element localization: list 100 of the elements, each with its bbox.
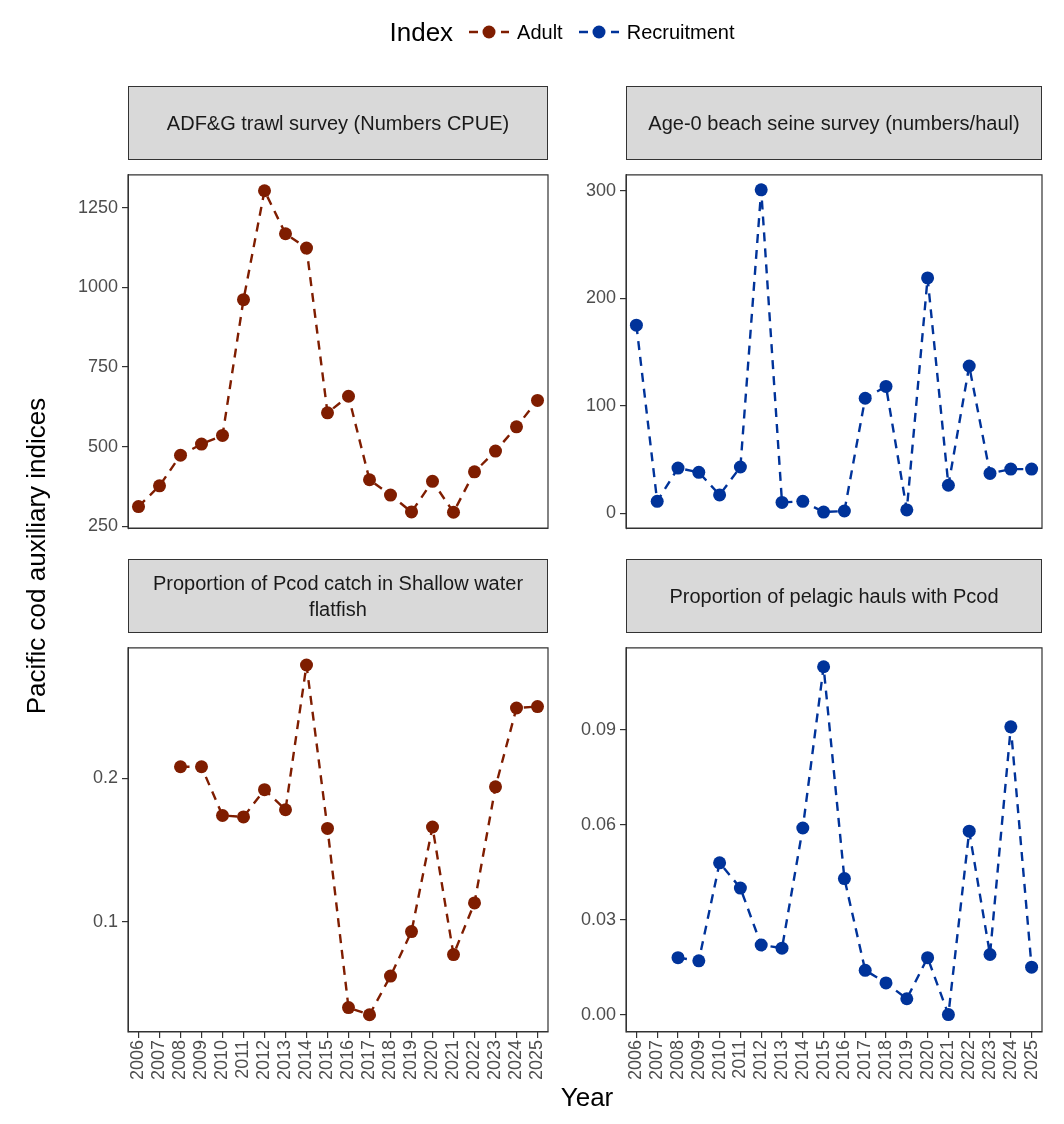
x-tick-label: 2024 bbox=[505, 1039, 526, 1080]
y-axis-title: Pacific cod auxiliary indices bbox=[20, 397, 52, 715]
x-tick-label: 2009 bbox=[687, 1039, 708, 1080]
point bbox=[426, 474, 439, 488]
legend-title: Index bbox=[389, 16, 454, 48]
point bbox=[216, 428, 229, 442]
point bbox=[468, 465, 481, 479]
y-tick-label: 0.09 bbox=[580, 718, 616, 739]
y-tick-label: 0.1 bbox=[92, 910, 118, 931]
x-tick-label: 2021 bbox=[937, 1039, 958, 1080]
point bbox=[258, 184, 271, 198]
point bbox=[237, 293, 250, 307]
point bbox=[384, 488, 397, 502]
point bbox=[692, 465, 706, 479]
x-tick-label: 2013 bbox=[274, 1039, 295, 1080]
point bbox=[879, 976, 893, 990]
x-tick-label: 2010 bbox=[708, 1039, 729, 1080]
point bbox=[921, 271, 935, 285]
x-tick-label: 2007 bbox=[148, 1039, 169, 1080]
point bbox=[153, 479, 166, 493]
point bbox=[363, 473, 376, 487]
x-tick-label: 2018 bbox=[874, 1039, 895, 1080]
point bbox=[817, 505, 831, 519]
point bbox=[321, 406, 334, 420]
y-tick-label: 300 bbox=[585, 179, 616, 200]
x-tick-label: 2017 bbox=[854, 1039, 875, 1080]
y-tick-label: 200 bbox=[585, 287, 616, 308]
point bbox=[900, 992, 914, 1006]
x-tick-label: 2014 bbox=[791, 1039, 812, 1080]
point bbox=[775, 495, 789, 509]
point bbox=[531, 700, 544, 714]
x-tick-label: 2020 bbox=[916, 1039, 937, 1080]
x-tick-label: 2022 bbox=[958, 1039, 979, 1080]
chart-title: Proportion of Pcod catch in Shallow water flatfish bbox=[128, 559, 548, 633]
point bbox=[195, 437, 208, 451]
x-tick-label: 2015 bbox=[316, 1039, 337, 1080]
point bbox=[384, 969, 397, 983]
point bbox=[858, 963, 872, 977]
x-tick-label: 2015 bbox=[812, 1039, 833, 1080]
point bbox=[921, 951, 935, 965]
x-tick-label: 2023 bbox=[484, 1039, 505, 1080]
point bbox=[713, 488, 727, 502]
x-axis-title: Year bbox=[559, 1082, 615, 1113]
point bbox=[941, 1008, 955, 1022]
x-tick-label: 2020 bbox=[421, 1039, 442, 1080]
point bbox=[216, 809, 229, 823]
point bbox=[796, 494, 810, 508]
point bbox=[962, 824, 976, 838]
y-tick-label: 250 bbox=[87, 515, 118, 536]
chart-title: ADF&G trawl survey (Numbers CPUE) bbox=[128, 86, 548, 160]
point bbox=[650, 494, 664, 508]
legend-label: Adult bbox=[517, 20, 563, 44]
x-tick-label: 2008 bbox=[169, 1039, 190, 1080]
point bbox=[900, 503, 914, 517]
x-tick-label: 2006 bbox=[127, 1039, 148, 1080]
y-tick-label: 500 bbox=[87, 435, 118, 456]
point bbox=[962, 359, 976, 373]
point bbox=[258, 783, 271, 797]
x-tick-label: 2023 bbox=[978, 1039, 999, 1080]
point bbox=[1025, 960, 1039, 974]
point bbox=[858, 391, 872, 405]
x-tick-label: 2007 bbox=[646, 1039, 667, 1080]
point bbox=[754, 183, 768, 197]
x-tick-label: 2006 bbox=[625, 1039, 646, 1080]
chart-title: Age-0 beach seine survey (numbers/haul) bbox=[626, 86, 1042, 160]
point bbox=[692, 954, 706, 968]
point bbox=[941, 478, 955, 492]
x-tick-label: 2016 bbox=[337, 1039, 358, 1080]
point bbox=[279, 803, 292, 817]
point bbox=[1004, 720, 1018, 734]
point bbox=[879, 379, 893, 393]
point bbox=[405, 925, 418, 939]
x-tick-label: 2024 bbox=[999, 1039, 1020, 1080]
point bbox=[983, 466, 997, 480]
point bbox=[342, 389, 355, 403]
point bbox=[174, 448, 187, 462]
point bbox=[1004, 462, 1018, 476]
point bbox=[775, 941, 789, 955]
x-tick-label: 2025 bbox=[1020, 1039, 1041, 1080]
point bbox=[300, 241, 313, 255]
x-tick-label: 2010 bbox=[211, 1039, 232, 1080]
y-tick-label: 0.00 bbox=[580, 1003, 616, 1024]
point bbox=[733, 881, 747, 895]
x-tick-label: 2008 bbox=[666, 1039, 687, 1080]
x-tick-label: 2012 bbox=[750, 1039, 771, 1080]
x-tick-label: 2014 bbox=[295, 1039, 316, 1080]
point bbox=[733, 460, 747, 474]
point bbox=[629, 318, 643, 332]
chart-title: Proportion of pelagic hauls with Pcod bbox=[626, 559, 1042, 633]
x-tick-label: 2017 bbox=[358, 1039, 379, 1080]
point bbox=[983, 947, 997, 961]
x-tick-label: 2025 bbox=[526, 1039, 547, 1080]
x-tick-label: 2011 bbox=[232, 1039, 253, 1079]
point bbox=[837, 872, 851, 886]
y-tick-label: 0.2 bbox=[92, 767, 118, 788]
point bbox=[132, 500, 145, 514]
point bbox=[174, 760, 187, 774]
x-tick-label: 2016 bbox=[833, 1039, 854, 1080]
point bbox=[426, 820, 439, 834]
x-tick-label: 2019 bbox=[400, 1039, 421, 1080]
